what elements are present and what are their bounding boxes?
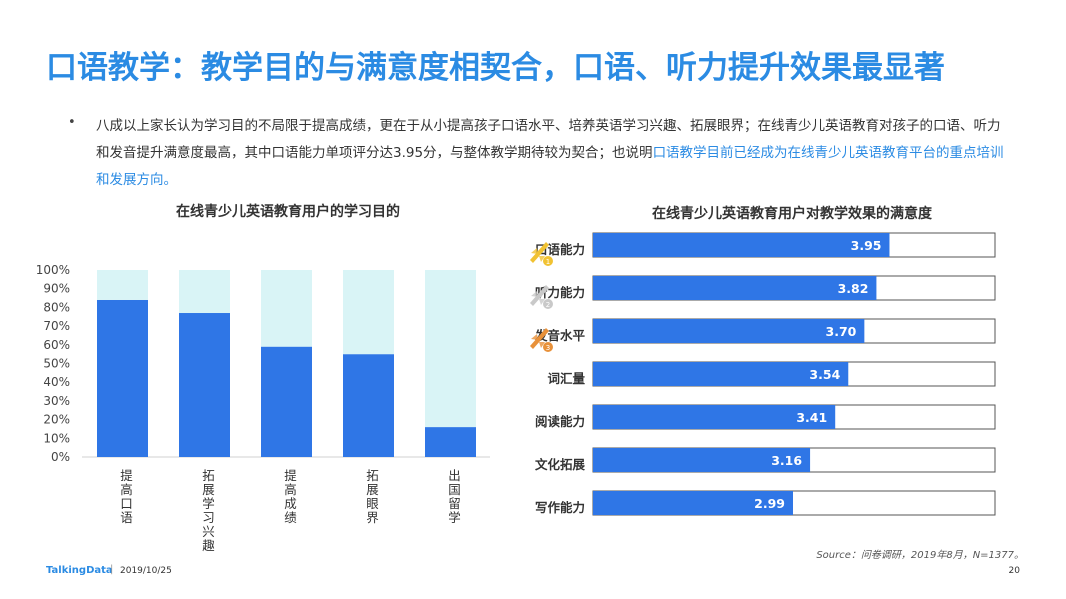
x-category-label: 提高成绩 xyxy=(284,468,297,525)
y-tick-label: 50% xyxy=(43,357,70,371)
y-tick-label: 90% xyxy=(43,282,70,296)
bullet-dot-icon: • xyxy=(68,115,76,130)
stacked-bar-remainder xyxy=(261,270,312,347)
y-tick-label: 60% xyxy=(43,338,70,352)
stacked-bar-remainder xyxy=(179,270,230,314)
hbar-value-label: 3.41 xyxy=(796,410,827,425)
y-tick-label: 20% xyxy=(43,413,70,427)
y-tick-label: 40% xyxy=(43,375,70,389)
y-tick-label: 70% xyxy=(43,319,70,333)
right-chart-title: 在线青少儿英语教育用户对教学效果的满意度 xyxy=(652,206,932,222)
page-title: 口语教学：教学目的与满意度相契合，口语、听力提升效果最显著 xyxy=(46,50,945,86)
y-tick-label: 10% xyxy=(43,431,70,445)
hbar xyxy=(593,276,877,300)
stacked-bar-primary xyxy=(97,299,148,457)
gold-rocket-icon: 1 xyxy=(530,242,553,266)
hbar xyxy=(593,491,793,515)
y-tick-label: 80% xyxy=(43,300,70,314)
source-note: Source：问卷调研，2019年8月，N=1377。 xyxy=(816,550,1024,561)
rank-badge-label: 3 xyxy=(546,344,550,352)
hbar-value-label: 3.54 xyxy=(809,367,840,382)
talkingdata-logo: TalkingData xyxy=(46,565,113,576)
hbar-value-label: 3.70 xyxy=(826,324,857,339)
hbar-value-label: 2.99 xyxy=(754,496,785,511)
hbar xyxy=(593,233,890,257)
bullet-text-highlight: 口语教学目前已经成为在线青少儿英语教育平台的重点培训和发展方向。 xyxy=(96,145,1004,188)
bullet-text: 八成以上家长认为学习目的不局限于提高成绩，更在于从小提高孩子口语水平、培养英语学… xyxy=(96,113,1008,194)
hbar-value-label: 3.16 xyxy=(771,453,802,468)
x-category-label: 拓展学习兴趣 xyxy=(202,468,215,553)
stacked-bar-primary xyxy=(261,346,312,457)
stacked-bar-remainder xyxy=(343,270,394,355)
hbar xyxy=(593,362,849,386)
footer-date: 2019/10/25 xyxy=(120,566,172,576)
y-tick-label: 0% xyxy=(51,450,70,464)
stacked-bar-remainder xyxy=(97,270,148,300)
x-category-label: 出国留学 xyxy=(448,468,461,525)
stacked-bar-remainder xyxy=(425,270,476,428)
hbar xyxy=(593,405,836,429)
hbar xyxy=(593,448,811,472)
hbar-value-label: 3.82 xyxy=(838,281,869,296)
hbar-category-label: 阅读能力 xyxy=(535,414,585,429)
left-chart-title: 在线青少儿英语教育用户的学习目的 xyxy=(176,204,400,220)
x-category-label: 提高口语 xyxy=(120,468,133,525)
stacked-bar-primary xyxy=(343,354,394,457)
hbar-value-label: 3.95 xyxy=(851,238,882,253)
silver-rocket-icon: 2 xyxy=(530,285,553,309)
y-tick-label: 30% xyxy=(43,394,70,408)
hbar xyxy=(593,319,865,343)
bronze-rocket-icon: 3 xyxy=(530,328,553,352)
stacked-bar-primary xyxy=(425,427,476,457)
x-category-label: 拓展眼界 xyxy=(366,468,379,525)
bullet-paragraph: • 八成以上家长认为学习目的不局限于提高成绩，更在于从小提高孩子口语水平、培养英… xyxy=(68,113,1008,194)
footer-separator: | xyxy=(110,564,114,575)
rank-badge-label: 2 xyxy=(546,301,550,309)
y-tick-label: 100% xyxy=(36,263,70,277)
rank-badge-label: 1 xyxy=(546,258,550,266)
bullet-text-main: 八成以上家长认为学习目的不局限于提高成绩，更在于从小提高孩子口语水平、培养英语学… xyxy=(96,118,1001,161)
hbar-category-label: 词汇量 xyxy=(547,371,585,386)
stacked-bar-primary xyxy=(179,313,230,457)
hbar-category-label: 文化拓展 xyxy=(535,457,586,472)
page-number: 20 xyxy=(1008,566,1020,576)
hbar-category-label: 写作能力 xyxy=(535,500,585,515)
